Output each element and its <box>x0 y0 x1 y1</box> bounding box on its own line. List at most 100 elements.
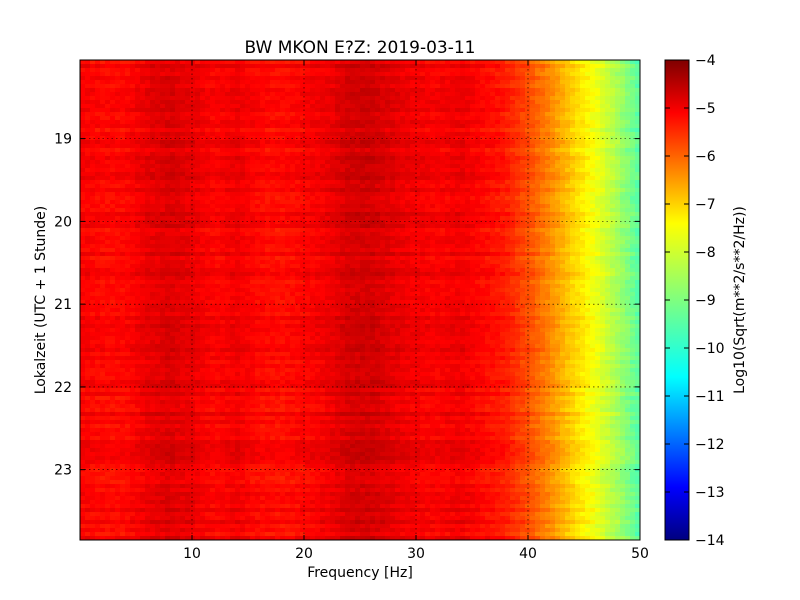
heatmap-cell <box>105 196 111 201</box>
heatmap-cell <box>470 160 476 165</box>
heatmap-cell <box>595 144 601 149</box>
heatmap-cell <box>505 148 511 153</box>
heatmap-cell <box>85 148 91 153</box>
heatmap-cell <box>355 144 361 149</box>
heatmap-cell <box>245 184 251 189</box>
heatmap-cell <box>475 92 481 97</box>
heatmap-cell <box>565 156 571 161</box>
heatmap-cell <box>330 232 336 237</box>
heatmap-cell <box>620 64 626 69</box>
heatmap-cell <box>235 128 241 133</box>
heatmap-cell <box>115 188 121 193</box>
heatmap-cell <box>325 180 331 185</box>
heatmap-cell <box>80 200 86 205</box>
heatmap-cell <box>235 220 241 225</box>
heatmap-cell <box>270 144 276 149</box>
heatmap-cell <box>115 184 121 189</box>
heatmap-cell <box>170 96 176 101</box>
heatmap-cell <box>215 192 221 197</box>
heatmap-cell <box>460 192 466 197</box>
heatmap-cell <box>185 120 191 125</box>
heatmap-cell <box>280 184 286 189</box>
heatmap-cell <box>610 148 616 153</box>
heatmap-cell <box>395 204 401 209</box>
heatmap-cell <box>275 180 281 185</box>
heatmap-cell <box>225 184 231 189</box>
heatmap-cell <box>135 204 141 209</box>
heatmap-cell <box>565 124 571 129</box>
heatmap-cell <box>310 164 316 169</box>
heatmap-cell <box>215 216 221 221</box>
heatmap-cell <box>150 196 156 201</box>
heatmap-cell <box>485 108 491 113</box>
heatmap-cell <box>300 96 306 101</box>
heatmap-cell <box>335 112 341 117</box>
heatmap-cell <box>305 80 311 85</box>
heatmap-cell <box>290 208 296 213</box>
heatmap-cell <box>305 220 311 225</box>
heatmap-cell <box>580 136 586 141</box>
heatmap-cell <box>475 120 481 125</box>
heatmap-cell <box>380 60 386 65</box>
heatmap-cell <box>600 136 606 141</box>
heatmap-cell <box>630 148 636 153</box>
heatmap-cell <box>315 144 321 149</box>
heatmap-cell <box>355 108 361 113</box>
heatmap-cell <box>535 116 541 121</box>
heatmap-cell <box>450 120 456 125</box>
heatmap-cell <box>140 132 146 137</box>
heatmap-cell <box>470 176 476 181</box>
heatmap-cell <box>500 132 506 137</box>
heatmap-cell <box>270 64 276 69</box>
heatmap-cell <box>480 156 486 161</box>
heatmap-cell <box>90 208 96 213</box>
heatmap-cell <box>635 184 640 189</box>
heatmap-cell <box>265 176 271 181</box>
heatmap-cell <box>560 184 566 189</box>
heatmap-cell <box>375 180 381 185</box>
heatmap-cell <box>465 148 471 153</box>
heatmap-cell <box>305 100 311 105</box>
heatmap-cell <box>195 228 201 233</box>
heatmap-cell <box>605 132 611 137</box>
heatmap-cell <box>610 176 616 181</box>
heatmap-cell <box>370 100 376 105</box>
heatmap-cell <box>595 172 601 177</box>
heatmap-cell <box>510 200 516 205</box>
heatmap-cell <box>180 68 186 73</box>
heatmap-cell <box>155 184 161 189</box>
heatmap-cell <box>435 208 441 213</box>
heatmap-cell <box>470 152 476 157</box>
heatmap-cell <box>635 144 640 149</box>
heatmap-cell <box>460 232 466 237</box>
heatmap-cell <box>105 208 111 213</box>
heatmap-cell <box>540 204 546 209</box>
heatmap-cell <box>540 168 546 173</box>
heatmap-cell <box>545 140 551 145</box>
heatmap-cell <box>560 208 566 213</box>
heatmap-cell <box>570 172 576 177</box>
heatmap-cell <box>325 84 331 89</box>
heatmap-cell <box>200 148 206 153</box>
heatmap-cell <box>160 104 166 109</box>
heatmap-cell <box>320 200 326 205</box>
heatmap-cell <box>350 140 356 145</box>
heatmap-cell <box>350 108 356 113</box>
heatmap-cell <box>305 204 311 209</box>
heatmap-cell <box>590 92 596 97</box>
heatmap-cell <box>260 220 266 225</box>
heatmap-cell <box>160 228 166 233</box>
heatmap-cell <box>270 216 276 221</box>
heatmap-cell <box>185 88 191 93</box>
heatmap-cell <box>295 148 301 153</box>
heatmap-cell <box>595 64 601 69</box>
heatmap-cell <box>305 60 311 65</box>
heatmap-cell <box>195 160 201 165</box>
heatmap-cell <box>235 148 241 153</box>
heatmap-cell <box>315 188 321 193</box>
heatmap-cell <box>485 212 491 217</box>
heatmap-cell <box>590 164 596 169</box>
heatmap-cell <box>95 212 101 217</box>
heatmap-cell <box>240 168 246 173</box>
heatmap-cell <box>570 64 576 69</box>
